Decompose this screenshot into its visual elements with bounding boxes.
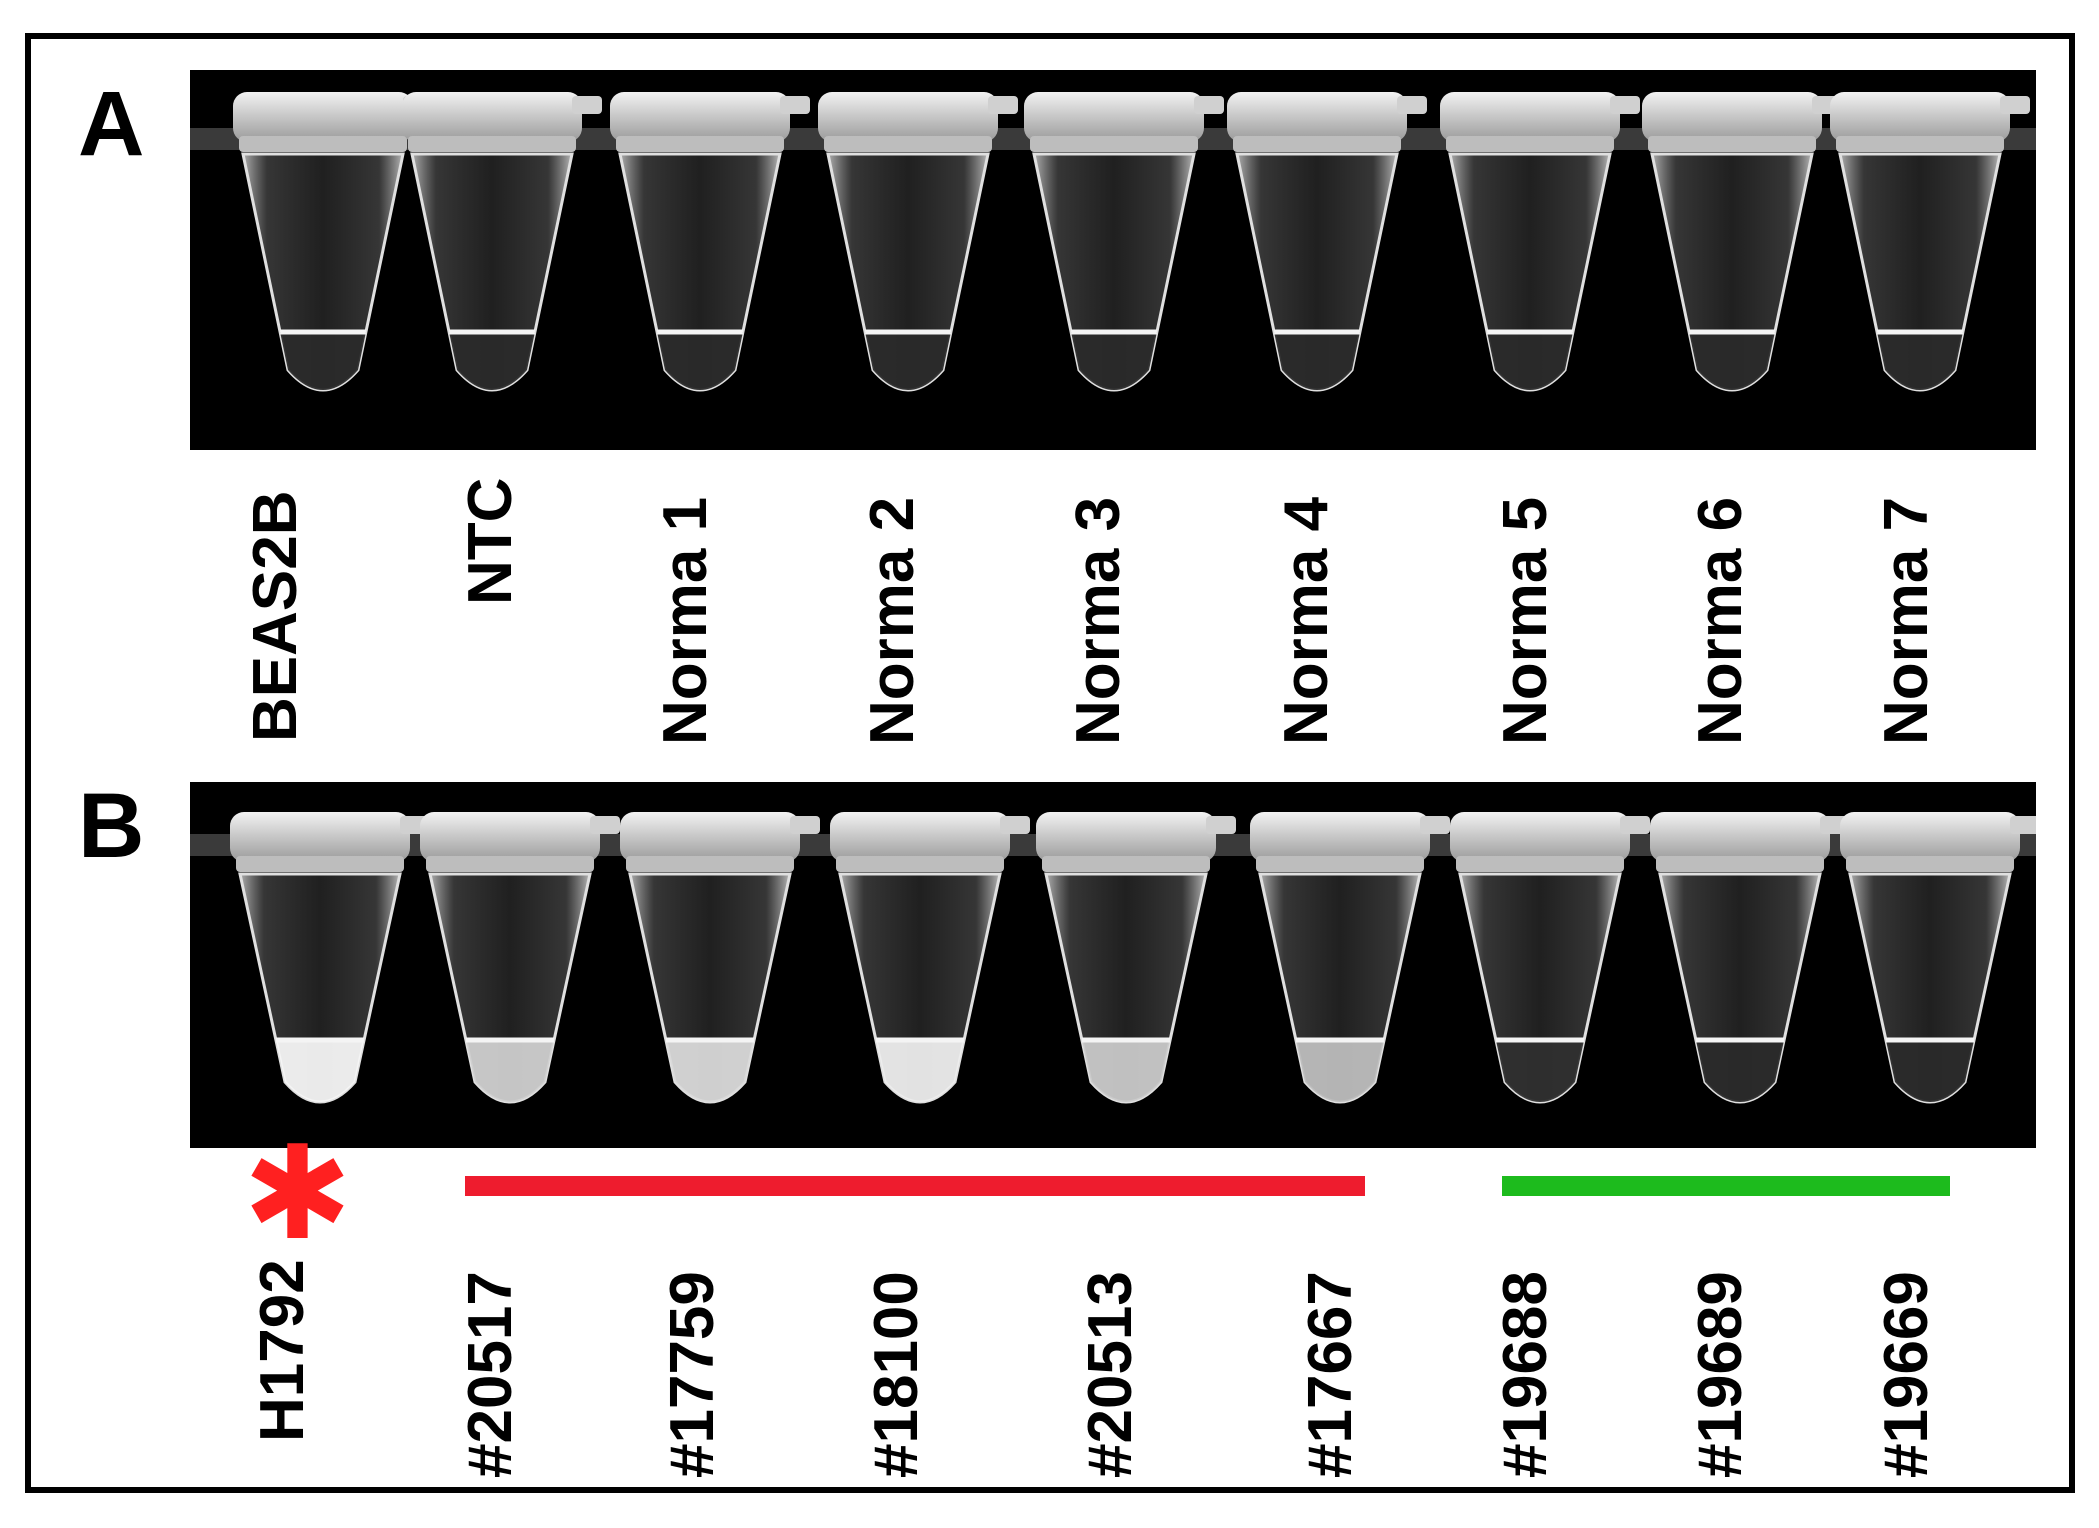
- tube: [402, 92, 602, 392]
- panel-b-label-9: #19669: [1872, 1271, 1941, 1478]
- panel-a-label-1: BEAS2B: [241, 490, 310, 742]
- panel-b-label-3: #17759: [658, 1271, 727, 1478]
- tube: [1650, 812, 1850, 1104]
- tube: [1250, 812, 1450, 1104]
- tube: [1830, 92, 2030, 392]
- panel-b-label-7: #19688: [1491, 1271, 1560, 1478]
- panel-b-label-2: #20517: [456, 1271, 525, 1478]
- panel-b-label-8: #19689: [1686, 1271, 1755, 1478]
- negative-group-bar: [1502, 1176, 1950, 1196]
- tube: [233, 92, 433, 392]
- panel-a-tube-photo: [190, 70, 2036, 450]
- tube: [1227, 92, 1427, 392]
- tube: [1440, 92, 1640, 392]
- panel-b-label-6: #17667: [1296, 1271, 1365, 1478]
- tube: [1642, 92, 1842, 392]
- panel-b-label-5: #20513: [1076, 1271, 1145, 1478]
- panel-a-label-7: Norma 5: [1491, 496, 1560, 745]
- panel-a-label-5: Norma 3: [1064, 496, 1133, 745]
- panel-b-tube-photo: [190, 782, 2036, 1148]
- panel-a-label-6: Norma 4: [1272, 496, 1341, 745]
- panel-b-tube-image: [190, 812, 2036, 1104]
- panel-a-label-3: Norma 1: [651, 496, 720, 745]
- tube: [1024, 92, 1224, 392]
- positive-control-asterisk: ✱: [243, 1117, 352, 1269]
- tube: [420, 812, 620, 1104]
- panel-a-label-8: Norma 6: [1686, 496, 1755, 745]
- tube: [610, 92, 810, 392]
- tube: [830, 812, 1030, 1104]
- tube: [620, 812, 820, 1104]
- panel-b-label-4: #18100: [862, 1271, 931, 1478]
- tube: [818, 92, 1018, 392]
- panel-b-letter: B: [78, 775, 145, 877]
- panel-a-label-9: Norma 7: [1872, 496, 1941, 745]
- positive-group-bar: [465, 1176, 1365, 1196]
- tube: [1450, 812, 1650, 1104]
- tube: [230, 812, 430, 1104]
- panel-a-letter: A: [78, 73, 145, 175]
- panel-a-tube-image: [190, 92, 2036, 392]
- panel-a-label-4: Norma 2: [858, 496, 927, 745]
- tube: [1036, 812, 1236, 1104]
- panel-b-label-1: H1792: [248, 1259, 317, 1442]
- tube: [1840, 812, 2036, 1104]
- panel-a-label-2: NTC: [456, 477, 525, 605]
